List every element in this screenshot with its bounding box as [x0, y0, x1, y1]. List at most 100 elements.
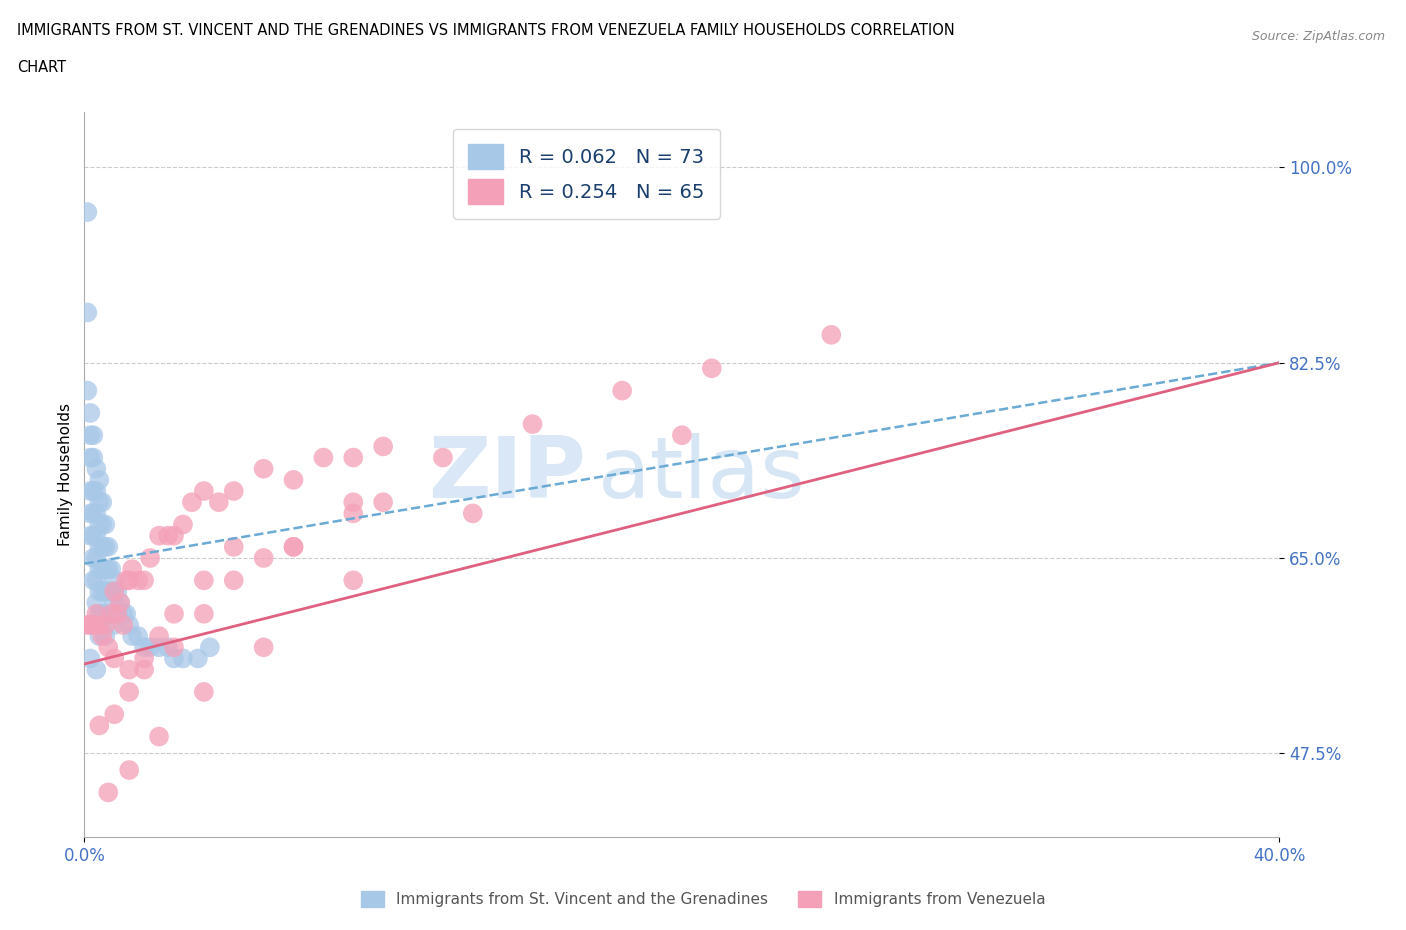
Y-axis label: Family Households: Family Households	[58, 403, 73, 546]
Point	[283, 539, 305, 554]
Point	[86, 461, 108, 476]
Point	[283, 472, 305, 487]
Point	[461, 506, 484, 521]
Point	[115, 606, 138, 621]
Point	[86, 528, 108, 543]
Point	[148, 640, 170, 655]
Point	[671, 428, 693, 443]
Point	[198, 640, 221, 655]
Point	[91, 606, 114, 621]
Point	[79, 506, 101, 521]
Point	[163, 606, 186, 621]
Point	[89, 562, 111, 577]
Point	[94, 606, 117, 621]
Point	[193, 484, 215, 498]
Point	[76, 618, 98, 632]
Point	[105, 606, 128, 621]
Point	[118, 662, 141, 677]
Point	[79, 428, 101, 443]
Point	[148, 729, 170, 744]
Point	[82, 551, 104, 565]
Point	[97, 584, 120, 599]
Point	[110, 595, 132, 610]
Point	[86, 506, 108, 521]
Point	[91, 495, 114, 510]
Point	[127, 573, 149, 588]
Point	[193, 606, 215, 621]
Point	[100, 606, 122, 621]
Point	[118, 684, 141, 699]
Text: IMMIGRANTS FROM ST. VINCENT AND THE GRENADINES VS IMMIGRANTS FROM VENEZUELA FAMI: IMMIGRANTS FROM ST. VINCENT AND THE GREN…	[17, 23, 955, 38]
Point	[312, 450, 335, 465]
Point	[91, 517, 114, 532]
Point	[432, 450, 454, 465]
Point	[139, 640, 162, 655]
Point	[82, 573, 104, 588]
Point	[79, 528, 101, 543]
Point	[89, 606, 111, 621]
Point	[193, 684, 215, 699]
Point	[148, 528, 170, 543]
Point	[342, 573, 364, 588]
Point	[121, 629, 143, 644]
Point	[82, 618, 104, 632]
Point	[193, 573, 215, 588]
Point	[373, 495, 395, 510]
Point	[132, 640, 156, 655]
Point	[157, 640, 180, 655]
Point	[342, 450, 364, 465]
Point	[820, 327, 842, 342]
Point	[100, 562, 122, 577]
Point	[100, 584, 122, 599]
Point	[187, 651, 209, 666]
Point	[222, 573, 245, 588]
Point	[112, 606, 135, 621]
Point	[79, 618, 101, 632]
Point	[181, 495, 204, 510]
Point	[115, 573, 138, 588]
Point	[97, 606, 120, 621]
Point	[253, 640, 276, 655]
Point	[89, 517, 111, 532]
Point	[118, 618, 141, 632]
Point	[103, 584, 125, 599]
Point	[94, 562, 117, 577]
Point	[283, 539, 305, 554]
Text: CHART: CHART	[17, 60, 66, 75]
Point	[82, 484, 104, 498]
Point	[157, 528, 180, 543]
Point	[79, 450, 101, 465]
Point	[86, 551, 108, 565]
Point	[86, 573, 108, 588]
Point	[76, 383, 98, 398]
Point	[86, 662, 108, 677]
Point	[89, 495, 111, 510]
Point	[103, 651, 125, 666]
Legend: R = 0.062   N = 73, R = 0.254   N = 65: R = 0.062 N = 73, R = 0.254 N = 65	[453, 128, 720, 219]
Point	[172, 517, 194, 532]
Point	[700, 361, 723, 376]
Text: Source: ZipAtlas.com: Source: ZipAtlas.com	[1251, 30, 1385, 43]
Point	[89, 472, 111, 487]
Point	[132, 573, 156, 588]
Point	[76, 205, 98, 219]
Point	[91, 539, 114, 554]
Point	[103, 584, 125, 599]
Point	[110, 595, 132, 610]
Point	[112, 618, 135, 632]
Point	[94, 629, 117, 644]
Point	[89, 539, 111, 554]
Point	[91, 562, 114, 577]
Point	[86, 606, 108, 621]
Point	[79, 405, 101, 420]
Point	[139, 551, 162, 565]
Point	[82, 450, 104, 465]
Point	[94, 584, 117, 599]
Point	[163, 640, 186, 655]
Point	[253, 551, 276, 565]
Point	[82, 506, 104, 521]
Point	[86, 618, 108, 632]
Point	[105, 606, 128, 621]
Point	[127, 629, 149, 644]
Point	[82, 528, 104, 543]
